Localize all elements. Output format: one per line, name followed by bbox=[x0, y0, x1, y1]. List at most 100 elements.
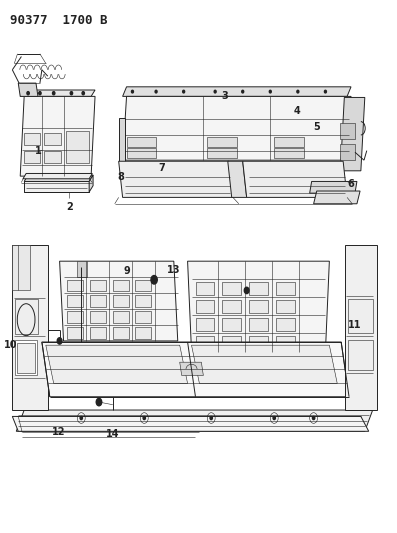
Polygon shape bbox=[24, 151, 40, 163]
Circle shape bbox=[82, 92, 85, 95]
Polygon shape bbox=[207, 148, 237, 158]
Text: 11: 11 bbox=[348, 320, 362, 330]
Polygon shape bbox=[196, 300, 214, 313]
Polygon shape bbox=[274, 138, 304, 147]
Text: 1: 1 bbox=[35, 146, 42, 156]
Polygon shape bbox=[17, 343, 35, 373]
Circle shape bbox=[39, 92, 41, 95]
Polygon shape bbox=[16, 410, 373, 431]
Polygon shape bbox=[249, 336, 268, 349]
Polygon shape bbox=[24, 133, 40, 146]
Polygon shape bbox=[42, 342, 349, 397]
Polygon shape bbox=[345, 245, 377, 410]
Circle shape bbox=[52, 92, 55, 95]
Circle shape bbox=[244, 287, 249, 294]
Polygon shape bbox=[249, 282, 268, 295]
Polygon shape bbox=[340, 144, 355, 160]
Circle shape bbox=[324, 90, 326, 93]
Polygon shape bbox=[348, 340, 373, 370]
Polygon shape bbox=[12, 245, 48, 410]
Text: 5: 5 bbox=[314, 122, 320, 132]
Polygon shape bbox=[222, 282, 241, 295]
Circle shape bbox=[143, 416, 145, 419]
Polygon shape bbox=[274, 148, 304, 158]
Circle shape bbox=[96, 398, 102, 406]
Polygon shape bbox=[67, 311, 83, 322]
Polygon shape bbox=[180, 362, 203, 375]
Polygon shape bbox=[228, 161, 247, 197]
Polygon shape bbox=[135, 327, 152, 338]
Polygon shape bbox=[44, 133, 61, 146]
Polygon shape bbox=[135, 311, 152, 322]
Polygon shape bbox=[207, 138, 237, 147]
Polygon shape bbox=[222, 336, 241, 349]
Polygon shape bbox=[20, 96, 95, 176]
Polygon shape bbox=[67, 295, 83, 306]
Polygon shape bbox=[20, 90, 95, 96]
Text: 90377  1700 B: 90377 1700 B bbox=[10, 14, 108, 27]
Circle shape bbox=[80, 416, 83, 419]
Polygon shape bbox=[276, 336, 295, 349]
Polygon shape bbox=[249, 300, 268, 313]
Polygon shape bbox=[276, 300, 295, 313]
Text: 4: 4 bbox=[294, 106, 301, 116]
Circle shape bbox=[214, 90, 216, 93]
Polygon shape bbox=[44, 151, 61, 163]
Polygon shape bbox=[90, 295, 106, 306]
Polygon shape bbox=[135, 279, 152, 290]
Polygon shape bbox=[15, 340, 37, 375]
Text: 12: 12 bbox=[52, 427, 65, 437]
Polygon shape bbox=[12, 416, 369, 431]
Polygon shape bbox=[123, 87, 351, 96]
Polygon shape bbox=[310, 181, 357, 193]
Polygon shape bbox=[66, 131, 89, 163]
Polygon shape bbox=[119, 161, 233, 197]
Polygon shape bbox=[113, 311, 129, 322]
Circle shape bbox=[151, 276, 157, 284]
Circle shape bbox=[27, 92, 29, 95]
Polygon shape bbox=[12, 245, 30, 290]
Text: 13: 13 bbox=[167, 265, 181, 275]
Polygon shape bbox=[18, 83, 38, 96]
Polygon shape bbox=[23, 173, 92, 179]
Polygon shape bbox=[314, 191, 360, 204]
Polygon shape bbox=[135, 295, 152, 306]
Polygon shape bbox=[188, 261, 330, 352]
Polygon shape bbox=[24, 181, 89, 192]
Text: 8: 8 bbox=[118, 172, 125, 182]
Polygon shape bbox=[348, 300, 373, 333]
Text: 14: 14 bbox=[106, 429, 119, 439]
Polygon shape bbox=[127, 148, 156, 158]
Polygon shape bbox=[127, 138, 156, 147]
Circle shape bbox=[131, 90, 133, 93]
Circle shape bbox=[57, 338, 62, 344]
Polygon shape bbox=[90, 311, 106, 322]
Circle shape bbox=[155, 90, 157, 93]
Polygon shape bbox=[243, 161, 347, 197]
Polygon shape bbox=[67, 327, 83, 338]
Polygon shape bbox=[119, 118, 125, 163]
Polygon shape bbox=[46, 345, 188, 383]
Polygon shape bbox=[60, 261, 178, 341]
Circle shape bbox=[273, 416, 276, 419]
Text: 9: 9 bbox=[123, 266, 130, 276]
Polygon shape bbox=[191, 345, 337, 383]
Circle shape bbox=[70, 92, 73, 95]
Polygon shape bbox=[113, 279, 129, 290]
Text: 2: 2 bbox=[66, 201, 73, 212]
Polygon shape bbox=[222, 318, 241, 331]
Polygon shape bbox=[196, 318, 214, 331]
Polygon shape bbox=[196, 336, 214, 349]
Circle shape bbox=[210, 416, 212, 419]
Polygon shape bbox=[249, 318, 268, 331]
Polygon shape bbox=[67, 279, 83, 290]
Polygon shape bbox=[340, 98, 365, 171]
Circle shape bbox=[183, 90, 185, 93]
Polygon shape bbox=[113, 295, 129, 306]
Polygon shape bbox=[222, 300, 241, 313]
Text: 3: 3 bbox=[222, 91, 228, 101]
Polygon shape bbox=[77, 261, 87, 277]
Polygon shape bbox=[276, 282, 295, 295]
Text: 6: 6 bbox=[347, 179, 354, 189]
Polygon shape bbox=[89, 175, 93, 192]
